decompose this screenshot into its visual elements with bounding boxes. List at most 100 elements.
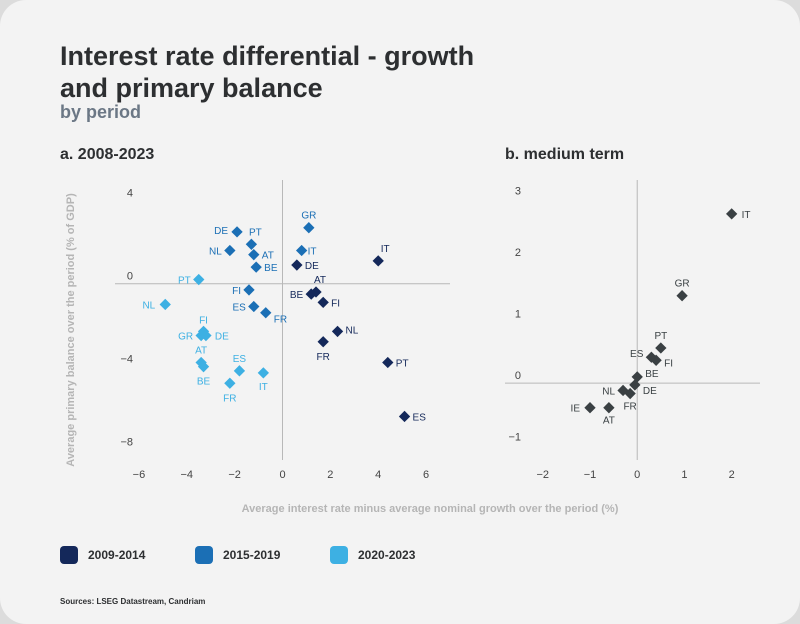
x-tick-label: −1 [584, 469, 597, 481]
x-tick-label: −4 [181, 469, 194, 481]
data-label: GR [301, 211, 316, 222]
data-label: GR [675, 279, 690, 290]
data-label: FR [274, 315, 287, 326]
data-label: AT [314, 275, 326, 286]
x-tick-label: −2 [228, 469, 241, 481]
data-label: ES [233, 354, 247, 365]
x-tick-label: −6 [133, 469, 146, 481]
source-note: Sources: LSEG Datastream, Candriam [60, 597, 206, 606]
data-point-nl [159, 298, 171, 311]
x-axis-title: Average interest rate minus average nomi… [242, 503, 619, 515]
data-label: PT [654, 331, 667, 342]
data-point-fi [317, 296, 329, 309]
legend-swatch-2020-2023 [330, 546, 348, 564]
data-label: FR [223, 393, 236, 404]
x-tick-label: 6 [423, 469, 429, 481]
legend-item-2015-2019: 2015-2019 [195, 546, 280, 564]
x-tick-label: 0 [634, 469, 640, 481]
data-label: IT [381, 244, 390, 255]
x-tick-label: 0 [279, 469, 285, 481]
data-point-be [197, 361, 210, 373]
data-point-fi [650, 354, 662, 366]
x-tick-label: 1 [681, 469, 687, 481]
data-label: FI [232, 286, 241, 297]
y-tick-label: −1 [508, 432, 521, 444]
data-point-es [398, 410, 411, 423]
data-point-it [295, 244, 308, 257]
legend-label: 2009-2014 [88, 548, 146, 562]
y-tick-label: −4 [120, 354, 133, 366]
data-point-ie [584, 402, 596, 414]
data-label: ES [413, 412, 427, 423]
data-point-at [603, 402, 615, 414]
legend-label: 2015-2019 [223, 548, 281, 562]
data-point-be [305, 288, 317, 300]
data-point-de [629, 379, 641, 391]
y-axis-title: Average primary balance over the period … [65, 193, 77, 467]
data-label: BE [197, 377, 211, 388]
data-label: AT [603, 416, 615, 427]
data-label: BE [290, 290, 304, 301]
y-tick-label: 3 [515, 185, 521, 197]
data-label: IE [571, 404, 581, 415]
data-label: ES [232, 303, 246, 314]
data-label: BE [645, 369, 659, 380]
panel-b-plot: −2 −1 0 1 2 3 2 1 0 −1 IT GR PT ES FI BE DE NL FR IE AT [505, 180, 760, 481]
y-tick-label: 1 [515, 309, 521, 321]
data-label: GR [178, 332, 193, 343]
data-point-fr [224, 377, 236, 389]
data-label: FR [317, 352, 330, 363]
data-label: FI [199, 315, 208, 326]
chart-subtitle: by period [60, 102, 142, 122]
legend-item-2020-2023: 2020-2023 [330, 546, 415, 564]
data-label: NL [209, 247, 222, 258]
data-point-at [248, 249, 260, 261]
data-point-fr [624, 387, 636, 400]
data-label: DE [214, 226, 228, 237]
data-label: BE [264, 263, 278, 274]
data-point-gr [676, 290, 688, 302]
data-point-it [372, 255, 384, 267]
data-point-pt [655, 342, 667, 354]
y-tick-label: −8 [120, 437, 133, 449]
data-label: DE [305, 261, 319, 272]
data-point-es [248, 300, 260, 313]
data-point-pt [382, 356, 394, 369]
data-point-nl [224, 244, 236, 257]
data-label: AT [262, 251, 274, 262]
data-point-it [726, 208, 738, 220]
x-tick-label: −2 [537, 469, 550, 481]
data-label: ES [630, 349, 644, 360]
data-point-de [231, 226, 243, 238]
data-label: FI [331, 298, 340, 309]
legend-swatch-2015-2019 [195, 546, 213, 564]
data-point-gr [303, 222, 315, 234]
data-point-nl [331, 325, 344, 338]
data-point-de [200, 329, 212, 342]
data-label: PT [178, 276, 191, 287]
x-tick-label: 2 [729, 469, 735, 481]
data-label: FI [664, 358, 673, 369]
data-label: AT [195, 346, 207, 357]
y-tick-label: 0 [515, 370, 521, 382]
data-label: PT [249, 227, 262, 238]
x-tick-label: 2 [327, 469, 333, 481]
data-label: NL [346, 325, 359, 336]
data-point-pt [245, 238, 258, 250]
data-label: DE [643, 386, 657, 397]
chart-title: Interest rate differential - growth and … [60, 41, 475, 103]
data-label: NL [602, 386, 615, 397]
panel-a-title: a. 2008-2023 [60, 146, 155, 163]
panel-b-title: b. medium term [505, 146, 625, 163]
y-tick-label: 4 [127, 188, 133, 200]
data-point-de [291, 259, 303, 271]
data-label: IT [308, 247, 317, 258]
y-tick-label: 0 [127, 271, 133, 283]
legend-swatch-2009-2014 [60, 546, 78, 564]
data-point-fr [317, 336, 329, 348]
x-tick-label: 4 [375, 469, 381, 481]
data-label: DE [215, 332, 229, 343]
y-tick-label: 2 [515, 247, 521, 259]
data-label: NL [142, 300, 155, 311]
